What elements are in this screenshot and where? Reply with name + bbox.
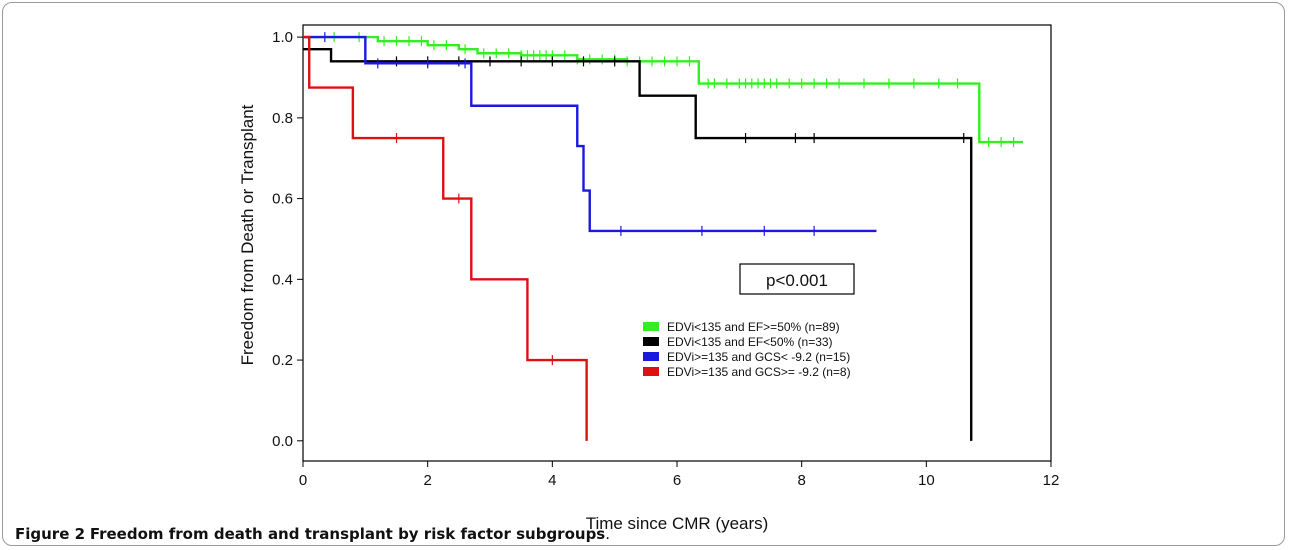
y-axis-title: Freedom from Death or Transplant bbox=[238, 104, 257, 365]
y-tick-label: 0.8 bbox=[272, 110, 293, 127]
survival-line bbox=[303, 48, 973, 441]
figure-label: Figure 2 bbox=[15, 525, 86, 543]
legend-swatch bbox=[643, 322, 659, 331]
legend-label: EDVi>=135 and GCS< -9.2 (n=15) bbox=[667, 350, 850, 364]
x-tick-label: 10 bbox=[918, 472, 935, 489]
legend-label: EDVi<135 and EF>=50% (n=89) bbox=[667, 320, 840, 334]
y-tick-label: 1.0 bbox=[272, 29, 293, 46]
series-2 bbox=[303, 48, 973, 441]
survival-line bbox=[303, 35, 1023, 144]
plot-border bbox=[302, 24, 1052, 462]
tick-labels: 0 2 4 6 8 10 12 0.0 0.2 0.4 0.6 0.8 1.0 bbox=[272, 29, 1059, 489]
survival-curves bbox=[303, 32, 1023, 441]
p-value-label: p<0.001 bbox=[766, 271, 828, 290]
caption-period: . bbox=[605, 525, 611, 543]
y-tick-label: 0.4 bbox=[272, 271, 293, 288]
x-tick-label: 12 bbox=[1043, 472, 1060, 489]
p-value-box: p<0.001 bbox=[739, 263, 855, 295]
p-value-frame bbox=[739, 263, 855, 295]
legend-swatch bbox=[643, 337, 659, 346]
series-3 bbox=[303, 32, 877, 236]
figure-caption: Figure 2 Freedom from death and transpla… bbox=[15, 525, 610, 543]
x-axis-title: Time since CMR (years) bbox=[586, 514, 769, 533]
legend: EDVi<135 and EF>=50% (n=89)EDVi<135 and … bbox=[643, 320, 851, 379]
y-tick-label: 0.0 bbox=[272, 433, 293, 450]
legend-swatch bbox=[643, 367, 659, 376]
series-4 bbox=[303, 35, 588, 441]
x-tick-label: 2 bbox=[423, 472, 431, 489]
legend-label: EDVi>=135 and GCS>= -9.2 (n=8) bbox=[667, 365, 851, 379]
km-survival-chart: 0 2 4 6 8 10 12 0.0 0.2 0.4 0.6 0.8 1.0 Time since C… bbox=[238, 24, 1059, 533]
y-tick-label: 0.6 bbox=[272, 191, 293, 208]
legend-label: EDVi<135 and EF<50% (n=33) bbox=[667, 335, 833, 349]
y-tick-label: 0.2 bbox=[272, 352, 293, 369]
x-tick-label: 4 bbox=[548, 472, 556, 489]
survival-line bbox=[303, 35, 588, 441]
x-tick-label: 6 bbox=[673, 472, 681, 489]
series-1 bbox=[303, 32, 1023, 148]
x-tick-label: 8 bbox=[797, 472, 805, 489]
legend-swatch bbox=[643, 352, 659, 361]
x-tick-label: 0 bbox=[299, 472, 307, 489]
axes bbox=[297, 24, 1052, 467]
survival-line bbox=[303, 35, 877, 233]
figure-caption-text: Freedom from death and transplant by ris… bbox=[89, 525, 606, 543]
